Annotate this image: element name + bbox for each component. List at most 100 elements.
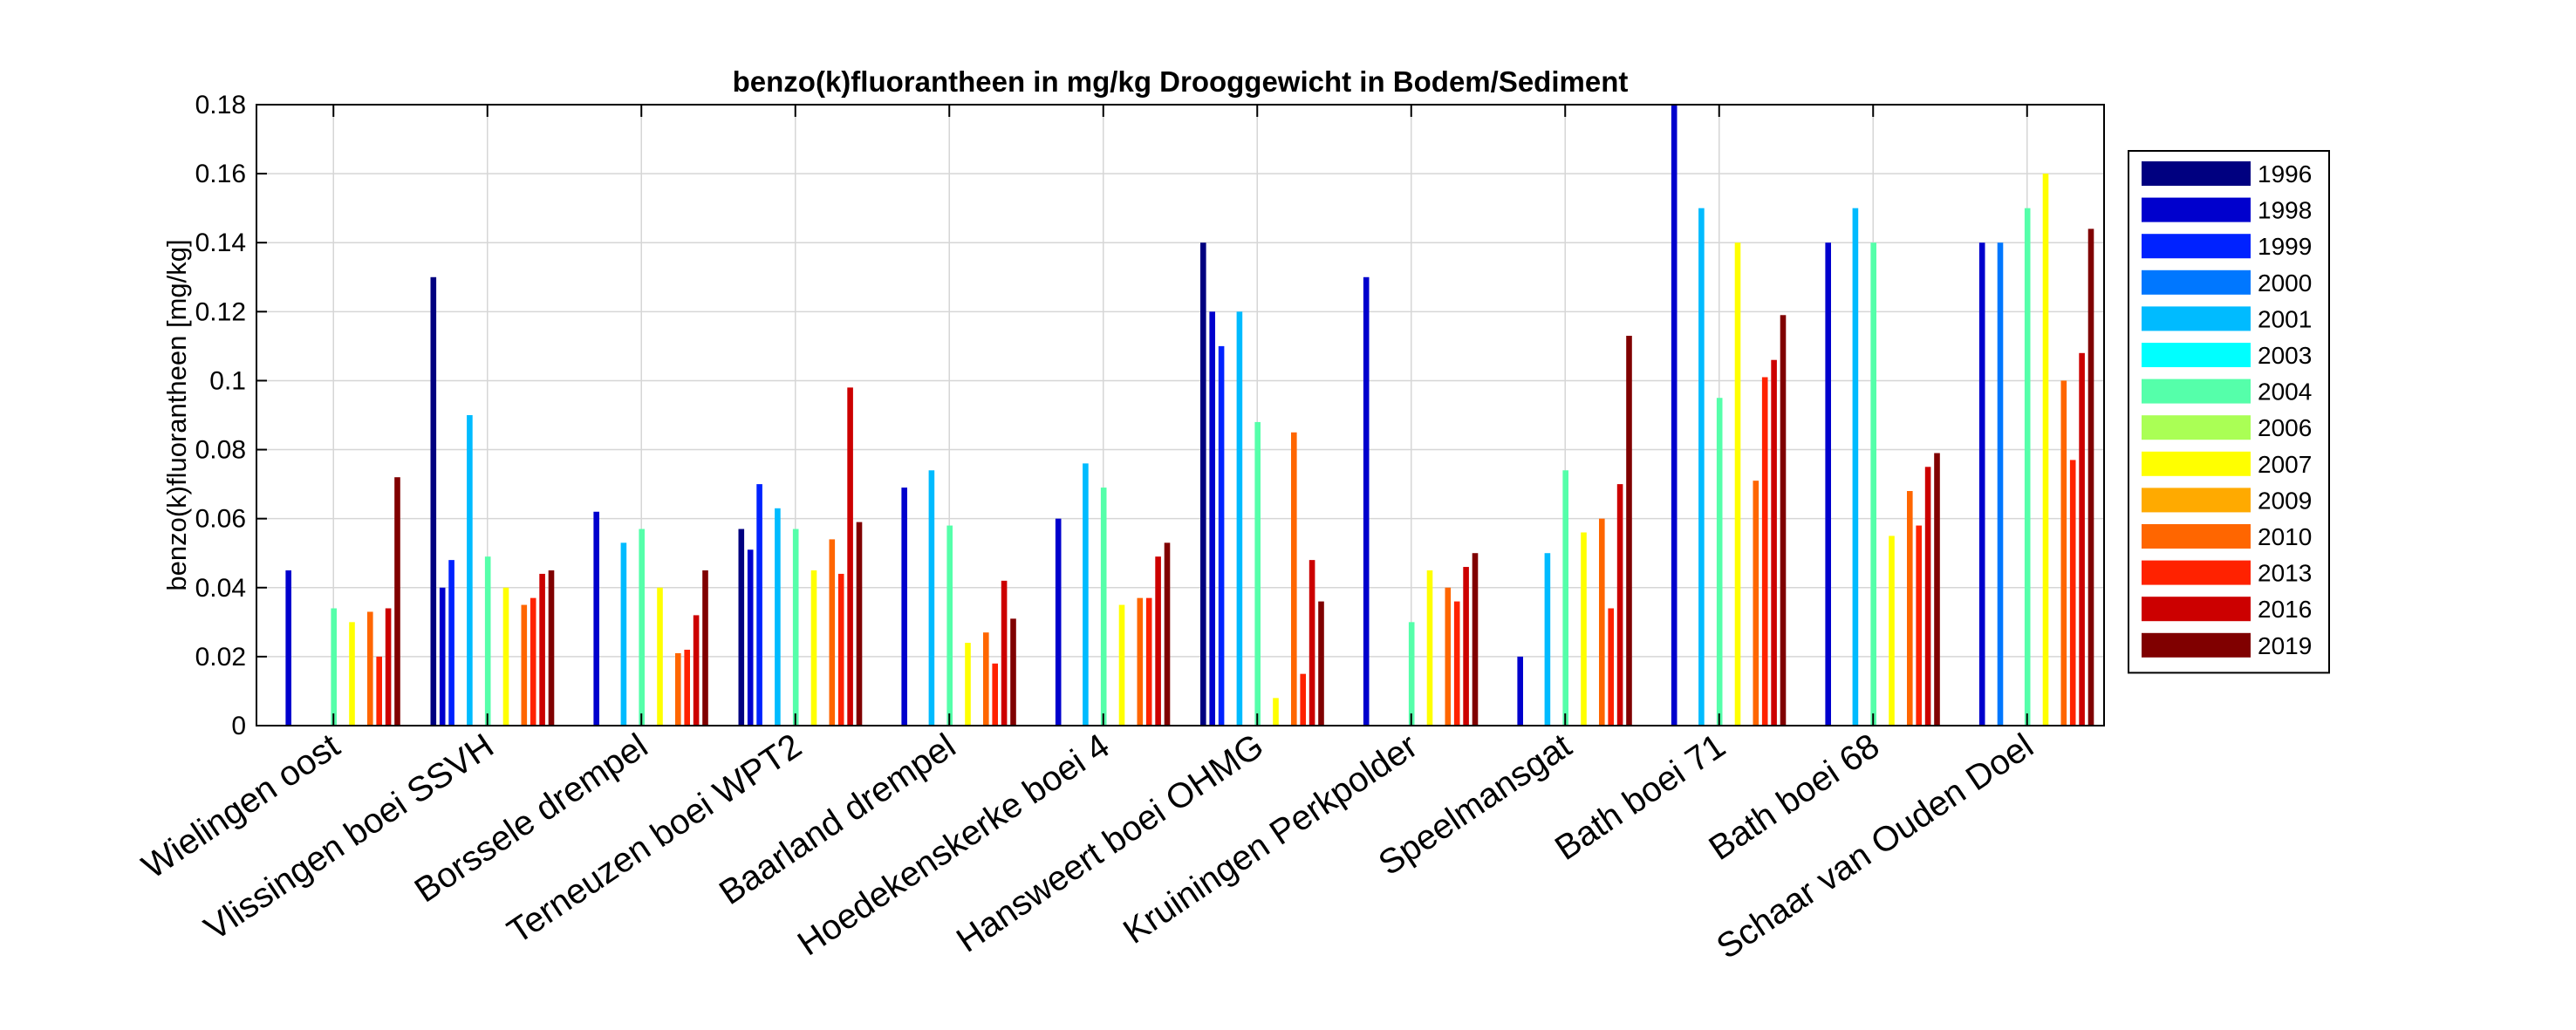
bar: [1209, 311, 1215, 726]
bar: [1426, 570, 1433, 726]
bar: [1599, 518, 1605, 726]
bar: [484, 556, 491, 726]
legend-label: 2007: [2258, 451, 2312, 478]
bar: [367, 611, 373, 726]
bar: [775, 508, 781, 726]
bar: [1852, 208, 1859, 726]
bar: [285, 570, 291, 726]
bar: [1698, 208, 1705, 726]
bar: [376, 656, 382, 726]
bar: [965, 643, 971, 726]
bar: [394, 477, 400, 726]
legend-swatch: [2142, 306, 2251, 331]
bar: [1671, 105, 1677, 726]
x-tick-label: Kruiningen Perkpolder: [1117, 726, 1425, 952]
bar: [530, 597, 536, 726]
bar: [2087, 229, 2094, 726]
bar: [1825, 242, 1831, 726]
bar: [439, 587, 446, 726]
y-tick-label: 0.18: [195, 91, 246, 119]
bar: [1408, 622, 1415, 726]
legend-label: 2003: [2258, 342, 2312, 369]
bar: [548, 570, 555, 726]
bar: [1254, 421, 1261, 726]
bar: [1308, 560, 1315, 726]
bar: [928, 470, 935, 726]
bar: [684, 649, 690, 726]
bar: [2079, 352, 2085, 726]
bar: [521, 604, 528, 726]
bar: [1997, 242, 2004, 726]
bar: [639, 529, 645, 726]
bar: [1924, 467, 1931, 726]
bar: [1137, 597, 1144, 726]
bar: [2069, 460, 2076, 726]
bar: [946, 525, 953, 726]
legend-label: 2001: [2258, 305, 2312, 332]
bar: [810, 570, 817, 726]
x-tick-label: Vlissingen boei SSVH: [198, 726, 501, 948]
legend-label: 2019: [2258, 632, 2312, 659]
bar: [1100, 488, 1107, 726]
bar: [467, 415, 473, 726]
legend-label: 2004: [2258, 379, 2312, 406]
bar: [1200, 242, 1206, 726]
bar: [1780, 315, 1787, 726]
bar: [1155, 556, 1161, 726]
bar: [693, 615, 700, 726]
bar: [1734, 242, 1741, 726]
bar: [1753, 481, 1759, 726]
bar: [1916, 525, 1922, 726]
legend-label: 1998: [2258, 197, 2312, 224]
bar: [1581, 532, 1587, 726]
legend-label: 2016: [2258, 596, 2312, 623]
legend-swatch: [2142, 632, 2251, 658]
bar: [1907, 491, 1913, 726]
legend-label: 2006: [2258, 414, 2312, 441]
bar: [1716, 398, 1723, 726]
bar: [983, 632, 989, 726]
bar: [539, 573, 545, 726]
bar: [1318, 601, 1324, 726]
bar: [837, 573, 844, 726]
bar: [1363, 276, 1370, 726]
y-tick-label: 0.14: [195, 229, 246, 257]
bar: [1300, 673, 1306, 726]
bar: [702, 570, 708, 726]
legend-label: 2000: [2258, 269, 2312, 297]
y-tick-label: 0.06: [195, 505, 246, 534]
bar: [1626, 336, 1632, 726]
legend-swatch: [2142, 415, 2251, 440]
chart-title: benzo(k)fluorantheen in mg/kg Drooggewic…: [733, 65, 1629, 98]
bar: [1771, 359, 1777, 726]
bar: [1291, 432, 1297, 726]
bar: [349, 622, 355, 726]
legend-label: 1999: [2258, 233, 2312, 260]
bar: [430, 276, 437, 726]
bar: [1544, 553, 1551, 726]
bar: [620, 542, 627, 726]
bar: [847, 387, 853, 726]
legend-swatch: [2142, 451, 2251, 476]
bar: [331, 608, 337, 726]
y-tick-label: 0.16: [195, 160, 246, 188]
bar: [1010, 618, 1016, 726]
bar: [448, 560, 454, 726]
bar: [1608, 608, 1614, 726]
legend-swatch: [2142, 343, 2251, 367]
y-tick-label: 0.1: [209, 366, 246, 395]
legend-swatch: [2142, 161, 2251, 186]
y-tick-label: 0.02: [195, 643, 246, 672]
bar: [1164, 542, 1171, 726]
plot-frame: [256, 104, 2105, 726]
bar: [1870, 242, 1876, 726]
bar: [657, 587, 663, 726]
x-tick-label: Bath boei 71: [1548, 726, 1732, 868]
y-tick-label: 0.12: [195, 297, 246, 326]
bar: [992, 663, 998, 726]
legend-swatch: [2142, 488, 2251, 513]
bar: [1463, 567, 1469, 726]
y-tick-label: 0.04: [195, 574, 246, 603]
bar: [593, 511, 599, 726]
